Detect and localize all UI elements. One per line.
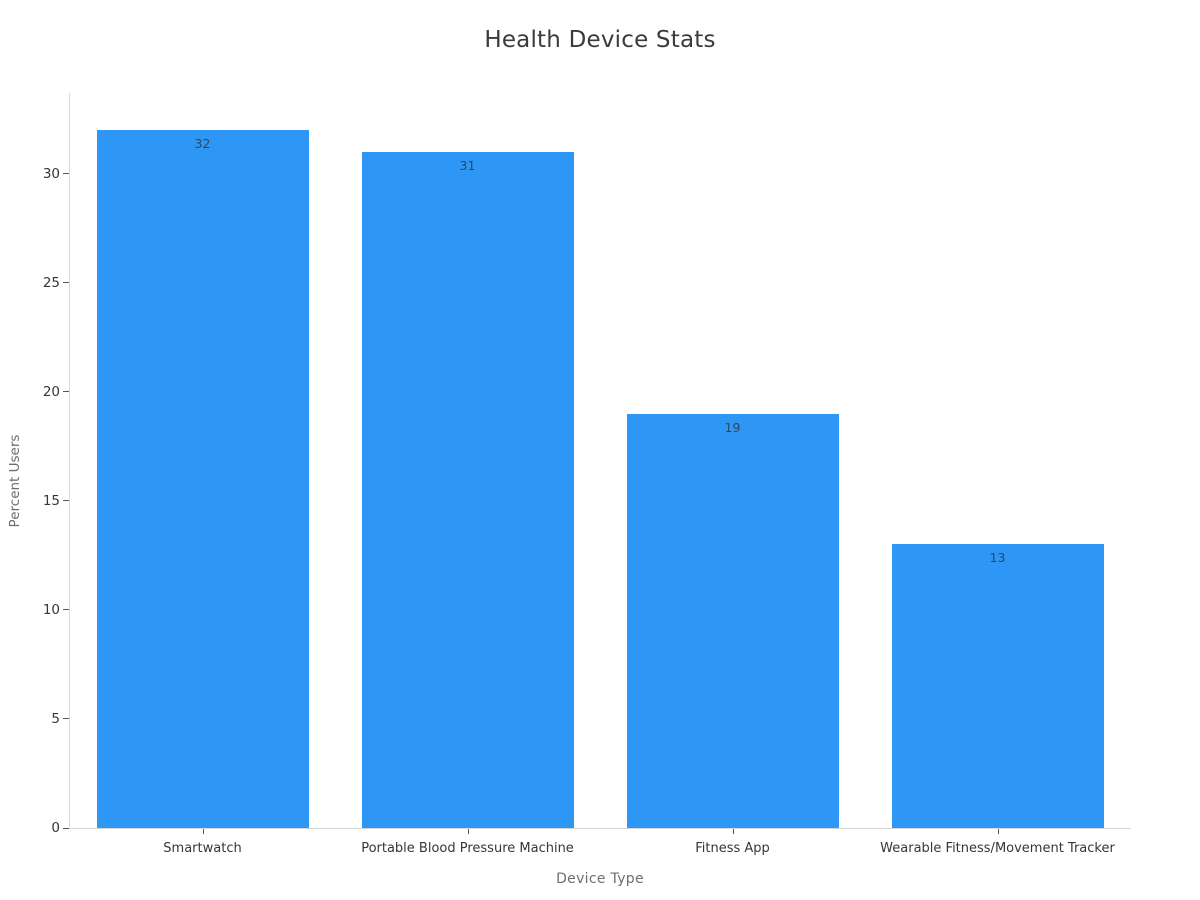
y-tick-mark <box>63 500 69 502</box>
y-tick-mark <box>63 282 69 284</box>
x-axis-title: Device Type <box>556 871 644 887</box>
bar: 32 <box>96 130 309 828</box>
y-tick-label: 0 <box>51 820 60 836</box>
x-category-label: Portable Blood Pressure Machine <box>361 841 574 856</box>
plot-area: 0 5 10 15 20 25 30 32 Smartwatch 31 Portable Blood… <box>43 93 1131 856</box>
x-tick-mark <box>732 829 734 834</box>
x-tick-mark <box>997 829 999 834</box>
y-tick-label: 15 <box>42 492 60 509</box>
chart-title: Health Device Stats <box>484 27 716 53</box>
y-tick-label: 20 <box>42 383 60 400</box>
x-category-label: Wearable Fitness/Movement Tracker <box>880 841 1115 856</box>
y-axis-title: Percent Users <box>7 434 23 528</box>
bar-value-label: 32 <box>194 136 211 152</box>
bar: 19 <box>626 413 839 828</box>
y-tick-mark <box>63 391 69 393</box>
y-tick-mark <box>63 827 69 829</box>
x-tick-mark <box>467 829 469 834</box>
y-axis-line <box>69 93 70 829</box>
y-tick-mark <box>63 173 69 175</box>
x-tick-mark <box>202 829 204 834</box>
x-axis-line <box>69 828 1131 829</box>
y-tick-label: 30 <box>42 165 60 182</box>
x-category-label: Fitness App <box>695 841 770 856</box>
bar: 31 <box>361 151 574 828</box>
y-tick-label: 10 <box>42 601 60 618</box>
bar-value-label: 31 <box>459 157 476 173</box>
y-tick-label: 5 <box>51 710 60 727</box>
y-tick-mark <box>63 718 69 720</box>
bar: 13 <box>891 544 1104 828</box>
y-tick-mark <box>63 609 69 611</box>
bar-value-label: 13 <box>989 550 1006 566</box>
y-tick-label: 25 <box>42 274 60 291</box>
bar-value-label: 19 <box>724 419 741 435</box>
x-category-label: Smartwatch <box>163 841 242 856</box>
